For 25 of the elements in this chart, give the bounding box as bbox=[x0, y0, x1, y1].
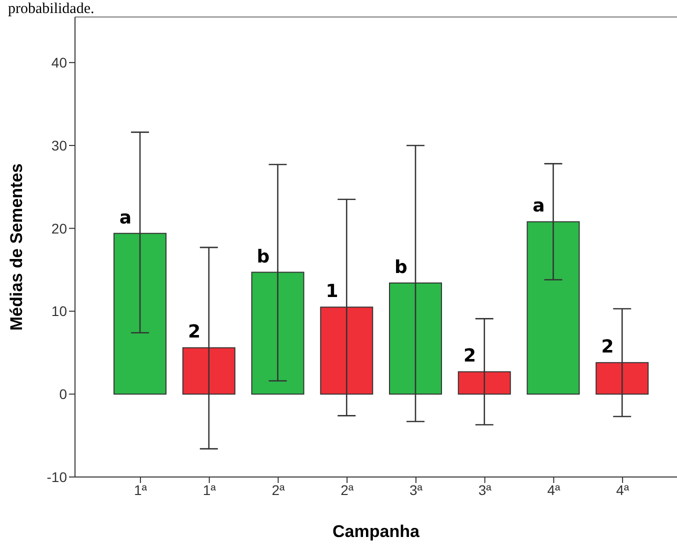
x-tick-label: 1ª bbox=[202, 482, 217, 498]
annotation: 2 bbox=[188, 322, 201, 343]
x-tick-label: 4ª bbox=[616, 482, 630, 498]
y-axis-title: Médias de Sementes bbox=[7, 163, 26, 331]
x-tick-label: 3ª bbox=[409, 482, 424, 498]
y-tick-label: -10 bbox=[46, 468, 68, 485]
y-tick-label: 0 bbox=[59, 386, 68, 402]
annotation: 2 bbox=[464, 346, 476, 367]
x-tick-label: 2ª bbox=[272, 482, 286, 498]
annotation: b bbox=[256, 246, 270, 268]
y-tick-label: 30 bbox=[51, 137, 68, 154]
text: probabilidade. bbox=[8, 1, 94, 17]
annotation: a bbox=[119, 207, 132, 228]
x-tick-label: 1ª bbox=[134, 482, 148, 498]
x-tick-label: 4ª bbox=[547, 482, 561, 498]
annotation: 1 bbox=[326, 281, 338, 302]
annotation: b bbox=[394, 257, 408, 278]
annotation: a bbox=[532, 196, 545, 217]
y-tick-label: 10 bbox=[51, 303, 68, 320]
annotation: 2 bbox=[601, 336, 614, 358]
x-axis-title: Campanha bbox=[332, 522, 420, 541]
x-tick-label: 3ª bbox=[478, 482, 492, 498]
y-tick-label: 20 bbox=[51, 220, 68, 236]
x-tick-label: 2ª bbox=[340, 482, 354, 498]
y-tick-label: 40 bbox=[51, 54, 68, 71]
